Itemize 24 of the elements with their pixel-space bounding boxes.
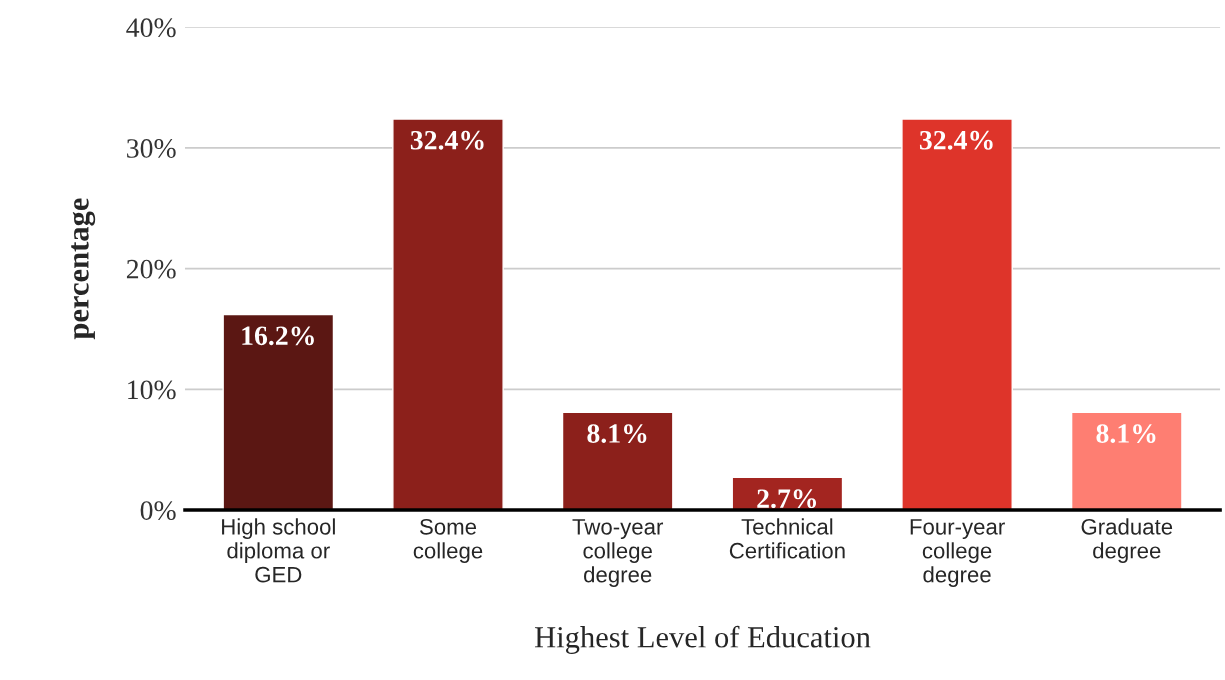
data-label: 32.4%	[919, 130, 993, 150]
bar	[222, 313, 335, 510]
bar	[1070, 411, 1183, 510]
data-label: 16.2%	[242, 326, 314, 346]
bar	[901, 118, 1013, 510]
y-axis-title: percentage	[71, 198, 96, 340]
data-label: 8.1%	[1096, 424, 1156, 444]
data-label: 32.4%	[410, 130, 484, 150]
x-axis-title: Highest Level of Education	[534, 625, 871, 654]
y-tick-label: 20%	[126, 259, 176, 279]
y-tick-label: 40%	[126, 18, 176, 38]
bar	[561, 411, 674, 510]
y-tick-label: 0%	[140, 501, 176, 520]
x-tick-label: Graduate degree	[1081, 518, 1173, 563]
x-tick-label: Technical Certification	[729, 518, 845, 559]
data-label: 2.7%	[757, 489, 817, 509]
x-tick-label: High school diploma or GED	[222, 518, 335, 583]
x-tick-label: Four-year college degree	[910, 519, 1005, 587]
data-label: 8.1%	[587, 424, 647, 444]
y-tick-label: 30%	[127, 139, 176, 158]
y-tick-label: 10%	[128, 380, 176, 400]
x-tick-label: Two-year college degree	[572, 519, 664, 587]
x-tick-label: Some college	[413, 518, 483, 563]
bar	[392, 118, 504, 510]
